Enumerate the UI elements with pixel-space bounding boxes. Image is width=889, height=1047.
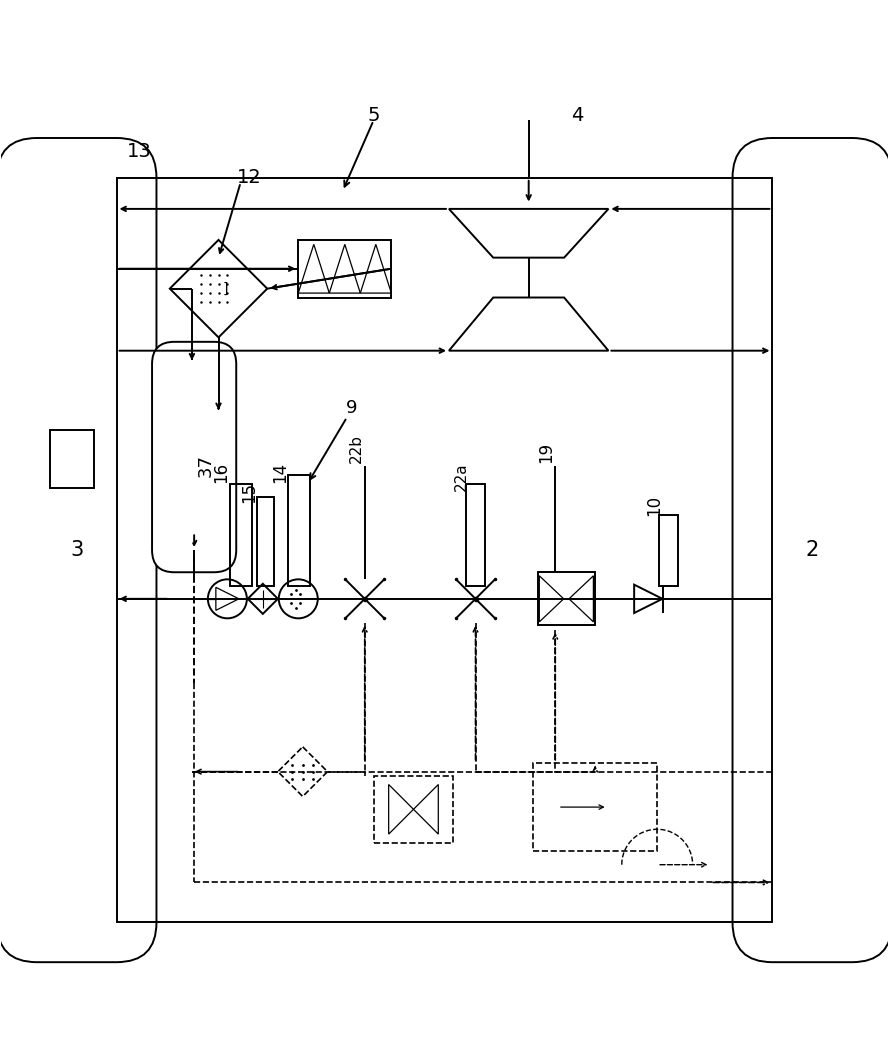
Circle shape: [208, 579, 247, 619]
Bar: [373, 776, 453, 843]
Text: ]: ]: [223, 282, 228, 295]
Bar: [299, 240, 391, 297]
Text: 22b: 22b: [348, 433, 364, 463]
FancyBboxPatch shape: [0, 138, 156, 962]
Bar: [116, 178, 773, 922]
Text: 13: 13: [126, 141, 151, 161]
Text: 2: 2: [805, 540, 819, 560]
Bar: [659, 515, 678, 585]
Bar: [50, 430, 94, 488]
Text: 14: 14: [271, 462, 290, 483]
Bar: [533, 763, 657, 851]
Bar: [466, 484, 485, 585]
Text: 4: 4: [572, 107, 583, 126]
FancyBboxPatch shape: [733, 138, 889, 962]
Bar: [288, 474, 309, 585]
Text: 12: 12: [237, 169, 262, 187]
Circle shape: [279, 579, 317, 619]
Text: 5: 5: [367, 107, 380, 126]
Text: 19: 19: [538, 442, 556, 463]
Text: 9: 9: [346, 399, 357, 418]
Text: 3: 3: [70, 540, 84, 560]
Text: 16: 16: [212, 462, 230, 483]
Text: 15: 15: [241, 482, 259, 503]
Bar: [257, 497, 275, 585]
Text: 22a: 22a: [454, 463, 469, 491]
FancyBboxPatch shape: [152, 341, 236, 573]
Bar: [538, 573, 595, 625]
Bar: [230, 484, 252, 585]
Text: 10: 10: [645, 495, 663, 516]
Text: 37: 37: [196, 454, 214, 477]
